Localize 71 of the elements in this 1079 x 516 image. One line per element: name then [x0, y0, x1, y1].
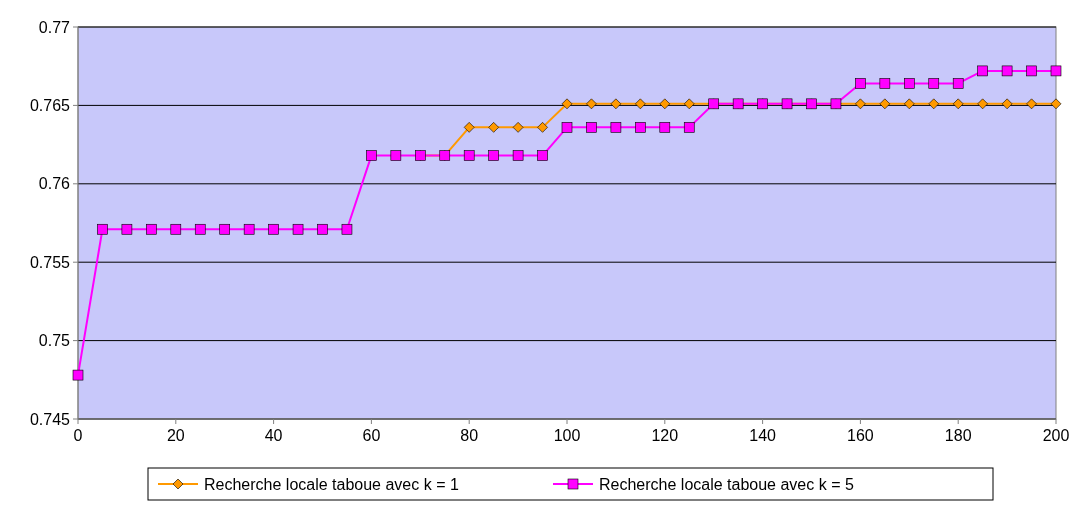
point [512, 150, 524, 161]
point [72, 369, 84, 381]
point [121, 223, 133, 235]
point [1050, 65, 1062, 77]
point [341, 223, 353, 235]
point [243, 223, 255, 235]
point [586, 98, 597, 110]
point [390, 150, 402, 161]
x-tick-label: 60 [362, 427, 381, 444]
point [610, 122, 622, 133]
point [952, 98, 964, 110]
point [146, 223, 157, 235]
point [97, 223, 108, 235]
point [488, 150, 499, 161]
point [659, 122, 671, 133]
y-tick-label: 0.77 [38, 18, 71, 36]
point [488, 122, 499, 133]
point [1001, 65, 1013, 77]
x-tick-label: 140 [749, 427, 777, 444]
legend-label: Recherche locale taboue avec k = 1 [204, 475, 459, 493]
x-tick-label: 80 [460, 427, 479, 444]
point [635, 122, 646, 133]
point [855, 98, 866, 110]
y-tick-label: 0.755 [29, 253, 71, 271]
point [537, 150, 548, 161]
point [635, 98, 646, 110]
point [610, 98, 622, 110]
legend-label: Recherche locale taboue avec k = 5 [599, 475, 854, 493]
point [170, 223, 182, 235]
point [977, 98, 988, 110]
point [317, 223, 328, 235]
point [1050, 98, 1062, 110]
point [977, 65, 988, 77]
point [683, 98, 695, 110]
point [928, 78, 940, 89]
point [659, 98, 671, 110]
x-tick-label: 160 [847, 427, 874, 444]
point [683, 122, 695, 133]
point [292, 223, 304, 235]
point [1026, 98, 1037, 110]
point [268, 223, 279, 235]
point [855, 78, 866, 89]
y-tick-label: 0.75 [38, 332, 71, 350]
point [219, 223, 230, 235]
x-tick-label: 100 [553, 427, 581, 444]
point [879, 98, 891, 110]
point [512, 122, 524, 133]
point [537, 122, 548, 133]
y-tick-label: 0.745 [29, 410, 71, 428]
point [366, 150, 377, 161]
point [561, 98, 573, 110]
x-tick-label: 20 [166, 427, 185, 444]
x-tick-label: 180 [944, 427, 972, 444]
point [928, 98, 940, 110]
point [463, 122, 475, 133]
x-tick-label: 200 [1042, 427, 1070, 444]
point [1001, 98, 1013, 110]
point [463, 150, 475, 161]
x-tick-label: 0 [73, 427, 83, 444]
y-tick-label: 0.76 [38, 175, 71, 193]
point [1026, 65, 1037, 77]
point [879, 78, 891, 89]
x-tick-label: 120 [651, 427, 679, 444]
x-tick-label: 40 [264, 427, 283, 444]
point [561, 122, 573, 133]
y-tick-label: 0.765 [29, 97, 71, 114]
point [586, 122, 597, 133]
point [904, 98, 915, 110]
point [194, 223, 206, 235]
point [904, 78, 915, 89]
point [952, 78, 964, 89]
